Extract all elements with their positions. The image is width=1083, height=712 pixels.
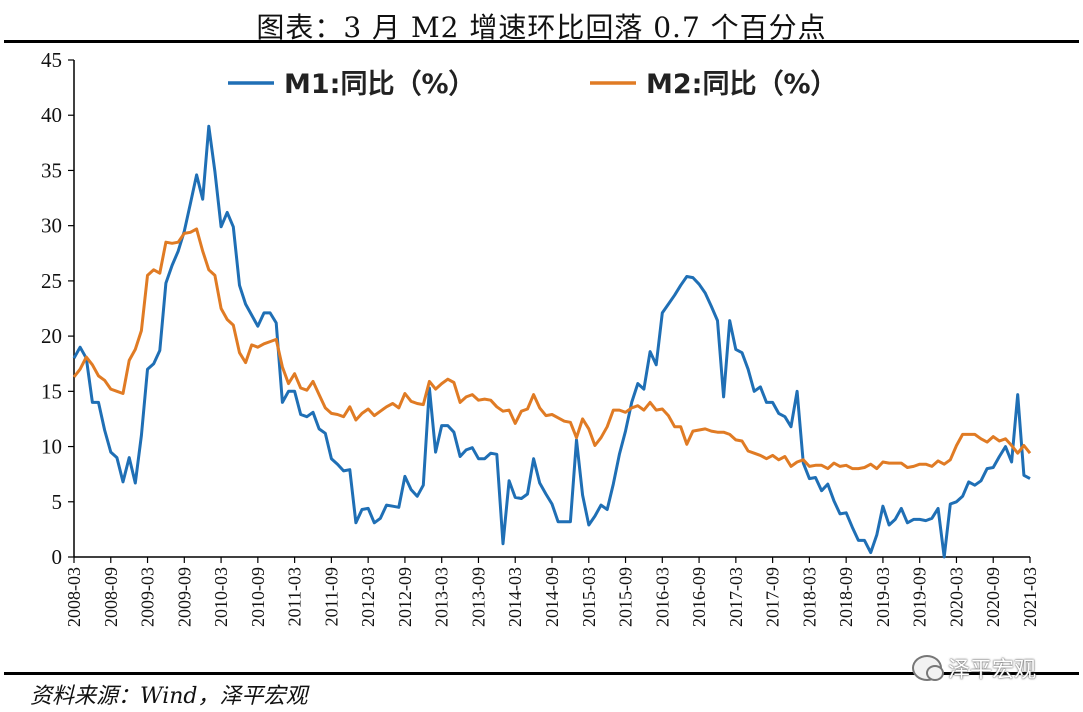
x-tick-label: 2009-09 [174, 567, 194, 627]
x-tick-label: 2011-03 [285, 567, 305, 626]
y-tick-label: 10 [41, 435, 62, 459]
legend-label-m1: M1:同比（%） [284, 69, 476, 100]
y-tick-label: 20 [41, 324, 62, 348]
x-tick-label: 2017-09 [763, 567, 783, 627]
chart-title: 图表：3 月 M2 增速环比回落 0.7 个百分点 [256, 11, 827, 44]
x-tick-label: 2020-03 [946, 567, 966, 627]
y-tick-label: 5 [52, 490, 63, 514]
x-tick-label: 2011-09 [321, 567, 341, 626]
x-tick-label: 2013-03 [432, 567, 452, 627]
x-tick-label: 2008-03 [64, 567, 84, 627]
x-tick-label: 2012-03 [358, 567, 378, 627]
x-tick-label: 2018-03 [799, 567, 819, 627]
x-tick-label: 2020-09 [983, 567, 1003, 627]
y-tick-label: 35 [41, 158, 62, 182]
x-tick-label: 2016-09 [689, 567, 709, 627]
y-tick-label: 25 [41, 269, 62, 293]
x-tick-label: 2010-09 [248, 567, 268, 627]
footer-rule [4, 672, 1079, 675]
watermark: 泽平宏观 [912, 650, 1036, 686]
x-tick-label: 2012-09 [395, 567, 415, 627]
x-tick-label: 2014-03 [505, 567, 525, 627]
x-tick-label: 2015-03 [579, 567, 599, 627]
x-tick-label: 2009-03 [138, 567, 158, 627]
x-tick-label: 2010-03 [211, 567, 231, 627]
x-tick-label: 2014-09 [542, 567, 562, 627]
x-tick-label: 2008-09 [101, 567, 121, 627]
watermark-text: 泽平宏观 [948, 658, 1037, 683]
x-tick-label: 2019-09 [910, 567, 930, 627]
wechat-icon [912, 655, 944, 681]
x-tick-label: 2013-09 [468, 567, 488, 627]
legend-label-m2: M2:同比（%） [646, 69, 838, 100]
x-tick-label: 2016-03 [652, 567, 672, 627]
title-underline [4, 40, 1079, 43]
y-tick-label: 0 [52, 545, 63, 569]
x-tick-label: 2015-09 [616, 567, 636, 627]
series-line-m1 [72, 124, 1031, 559]
y-tick-label: 15 [41, 379, 62, 403]
series-line-m2 [72, 227, 1032, 471]
y-tick-label: 45 [41, 48, 62, 72]
x-tick-label: 2021-03 [1020, 567, 1040, 627]
x-tick-label: 2019-03 [873, 567, 893, 627]
x-tick-label: 2017-03 [726, 567, 746, 627]
source-note: 资料来源：Wind，泽平宏观 [30, 684, 308, 709]
y-tick-label: 40 [41, 103, 62, 127]
y-tick-label: 30 [41, 214, 62, 238]
x-tick-label: 2018-09 [836, 567, 856, 627]
